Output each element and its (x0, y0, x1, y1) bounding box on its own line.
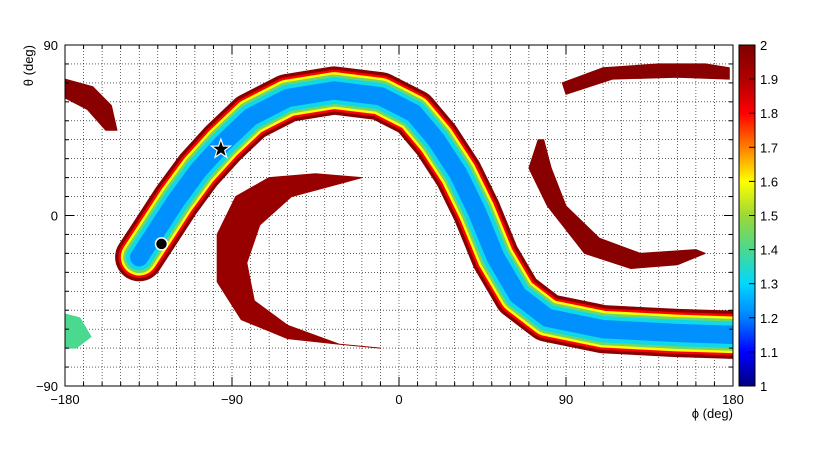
data-layer (65, 63, 733, 359)
colorbar-tick-label: 1.8 (760, 106, 778, 121)
colorbar-tick-label: 1.3 (760, 277, 778, 292)
colorbar: 1 1.1 1.2 1.3 1.4 1.5 1.6 1.7 1.8 1.9 2 (738, 38, 778, 394)
x-tick-label: 180 (722, 392, 744, 407)
crescent-right (528, 139, 706, 269)
colorbar-tick-label: 1.6 (760, 174, 778, 189)
marker-circle (154, 237, 169, 251)
colorbar-tick-label: 2 (760, 38, 767, 53)
y-tick-label: 90 (44, 38, 58, 53)
y-axis-label: θ (deg) (21, 45, 36, 86)
marker-layer (154, 137, 233, 251)
y-tick-label: −90 (36, 379, 58, 394)
x-tick-label: −90 (221, 392, 243, 407)
x-axis-label: ϕ (deg) (692, 406, 733, 421)
crescent-upper-right (561, 63, 730, 95)
colorbar-tick-label: 1 (760, 379, 767, 394)
fragment-top-left (65, 78, 118, 131)
colorbar-tick-label: 1.9 (760, 72, 778, 87)
x-tick-label: 90 (559, 392, 573, 407)
colorbar-tick-label: 1.7 (760, 140, 778, 155)
x-tick-label: 0 (395, 392, 402, 407)
y-tick-label: 0 (51, 209, 58, 224)
colorbar-tick-label: 1.2 (760, 311, 778, 326)
colorbar-tick-label: 1.4 (760, 243, 778, 258)
colorbar-tick-label: 1.1 (760, 345, 778, 360)
main-band (130, 81, 733, 344)
marker-star (209, 137, 233, 159)
colorbar-tick-label: 1.5 (760, 209, 778, 224)
x-tick-label: −180 (50, 392, 79, 407)
crescent-lower-left (216, 173, 381, 349)
fragment-bottom-left (65, 313, 92, 349)
